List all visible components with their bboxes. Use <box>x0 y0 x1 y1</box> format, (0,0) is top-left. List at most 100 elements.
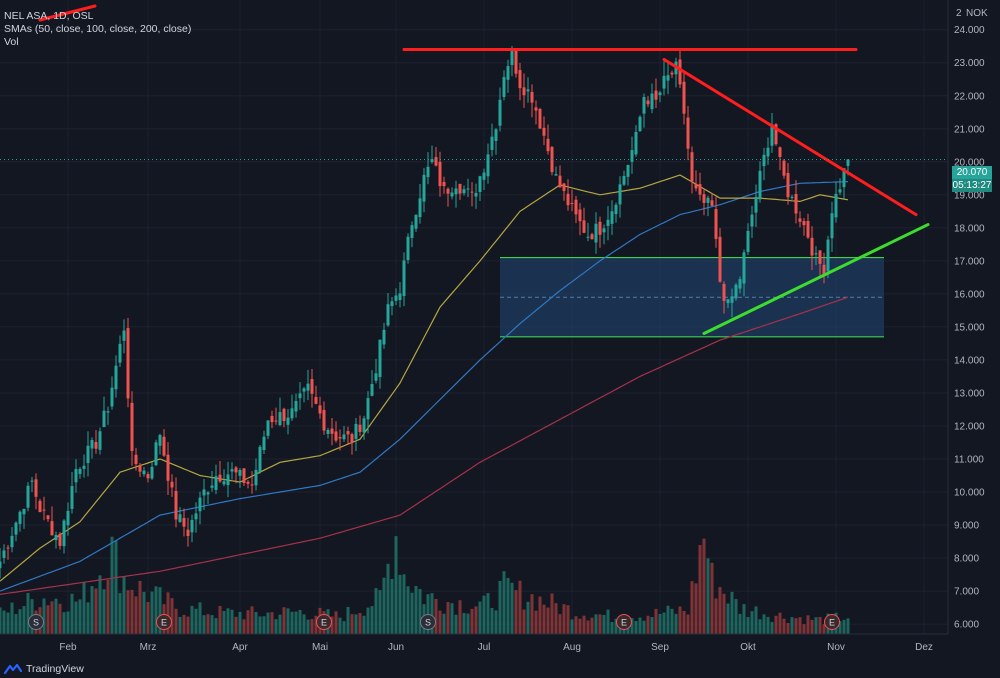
volume-bar <box>734 599 738 634</box>
candle <box>306 369 310 401</box>
volume-bar <box>726 603 730 634</box>
candle-body <box>742 252 746 284</box>
tradingview-logo-icon <box>4 663 22 675</box>
volume-bar <box>490 608 494 634</box>
volume-bar <box>702 538 706 634</box>
volume-bar <box>170 598 174 634</box>
candle <box>258 444 262 474</box>
volume-bar <box>638 617 642 634</box>
candle <box>782 159 786 179</box>
candle-body <box>466 188 470 190</box>
volume-bar <box>286 608 290 634</box>
volume-bar <box>62 612 66 634</box>
candle <box>414 214 418 232</box>
candle-body <box>606 219 610 226</box>
volume-bar <box>782 618 786 634</box>
volume-bar <box>282 607 286 634</box>
candle-body <box>126 328 130 399</box>
candle <box>166 442 170 495</box>
volume-bar <box>398 574 402 634</box>
candle-body <box>506 66 510 80</box>
cropped-red-line <box>38 4 97 22</box>
candle-body <box>46 515 50 520</box>
sma-indicator-label[interactable]: SMAs (50, close, 100, close, 200, close) <box>4 23 192 35</box>
candle <box>842 167 846 200</box>
volume-bar <box>562 604 566 634</box>
candle-body <box>430 159 434 163</box>
candle <box>830 201 834 252</box>
candle-body <box>26 485 30 508</box>
volume-bar <box>78 599 82 634</box>
volume-bar <box>558 614 562 634</box>
candle-body <box>642 97 646 114</box>
scale-indicator[interactable]: 2 <box>956 8 962 19</box>
candle-body <box>54 534 58 541</box>
volume-bar <box>778 612 782 634</box>
candle-body <box>34 479 38 497</box>
candle-body <box>358 424 362 432</box>
candle <box>386 293 390 327</box>
candle-body <box>402 260 406 297</box>
candle <box>514 49 518 78</box>
volume-bar <box>654 608 658 634</box>
time-tick-label: Sep <box>651 642 669 653</box>
candle-body <box>174 490 178 520</box>
candle <box>138 463 142 478</box>
candle <box>546 124 550 155</box>
time-tick-label: Apr <box>232 642 248 653</box>
candle-body <box>122 330 126 341</box>
volume-bar <box>50 601 54 634</box>
volume-bar <box>570 619 574 634</box>
tradingview-brand[interactable]: TradingView <box>4 662 84 676</box>
candle-body <box>154 442 158 466</box>
candle <box>222 469 226 487</box>
candle <box>158 433 162 455</box>
candle-body <box>346 431 350 435</box>
candle <box>694 170 698 192</box>
candle-body <box>30 480 34 482</box>
candle-body <box>262 436 266 450</box>
event-marker-label: S <box>425 618 431 628</box>
volume-bar <box>758 619 762 634</box>
candle-body <box>310 379 314 394</box>
candle <box>490 123 494 157</box>
candle-body <box>718 236 722 282</box>
candle <box>366 391 370 434</box>
price-tick-label: 11.000 <box>954 454 984 465</box>
volume-bar <box>802 624 806 634</box>
volume-bar <box>58 603 62 634</box>
candle-body <box>710 200 714 206</box>
candle-body <box>182 518 186 527</box>
event-marker: E <box>616 614 632 630</box>
volume-bar <box>706 558 710 634</box>
candle <box>102 396 106 428</box>
volume-bar <box>598 614 602 634</box>
volume-bar <box>114 540 118 634</box>
candle-body <box>0 561 2 569</box>
candle <box>534 100 538 125</box>
candle-body <box>378 339 382 378</box>
candle-body <box>478 176 482 192</box>
candle <box>622 170 626 186</box>
candle-body <box>386 304 390 326</box>
candle-body <box>18 511 22 524</box>
symbol-title[interactable]: NEL ASA, 1D, OSL <box>4 10 94 22</box>
candle <box>502 70 506 101</box>
volume-indicator-label[interactable]: Vol <box>4 36 19 48</box>
event-marker-circle <box>616 614 632 630</box>
candle <box>770 112 774 153</box>
candle-body <box>614 204 618 215</box>
candle <box>346 426 350 445</box>
volume-bar <box>662 612 666 634</box>
candle-body <box>94 442 98 449</box>
volume-bar <box>278 614 282 634</box>
candle <box>78 467 82 479</box>
volume-bar <box>566 605 570 634</box>
candle <box>262 430 266 455</box>
volume-bar <box>482 595 486 634</box>
volume-bar <box>710 562 714 634</box>
candle-body <box>74 469 78 483</box>
event-marker-label: E <box>161 618 167 628</box>
candle-body <box>666 75 670 81</box>
